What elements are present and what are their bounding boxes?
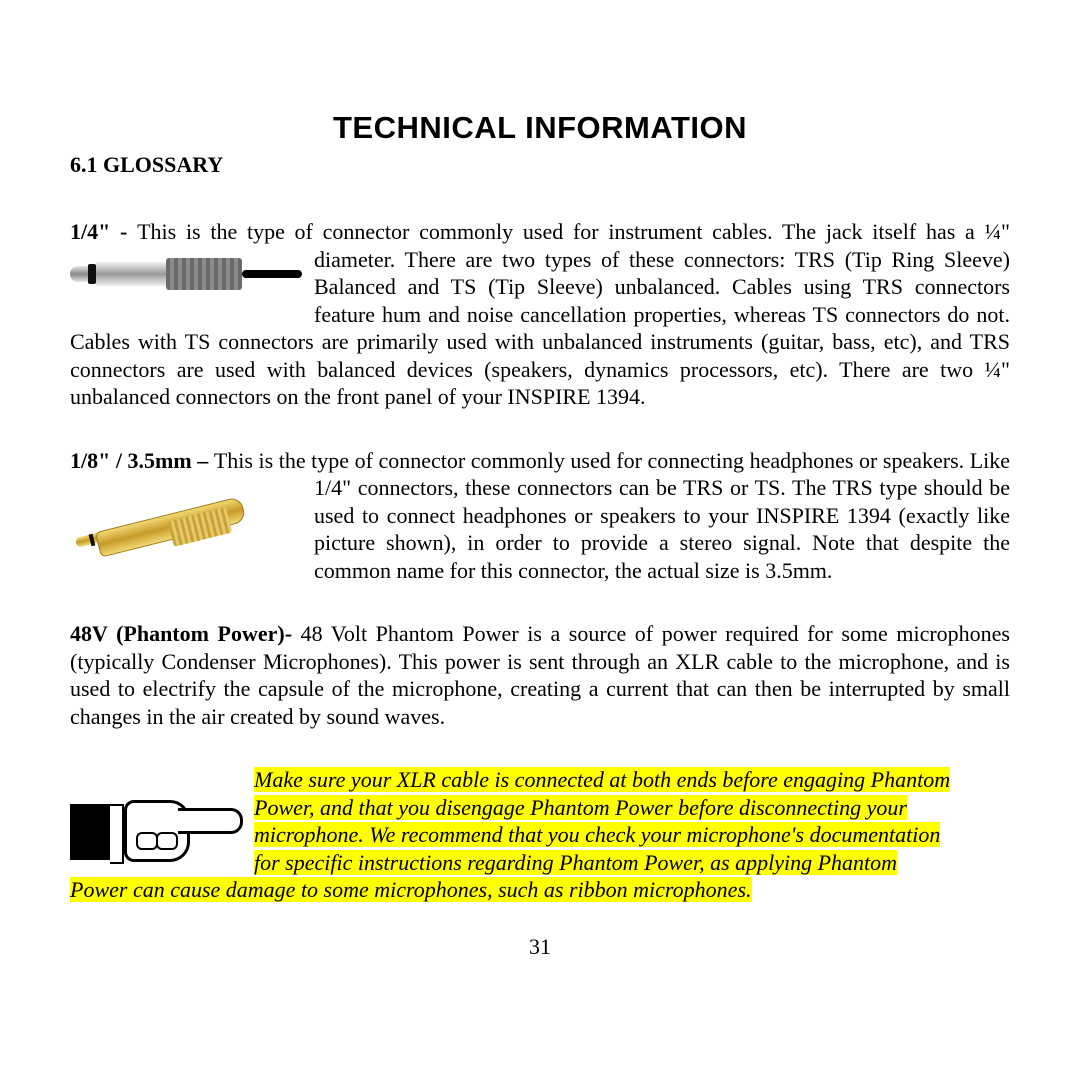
note-line-1: Make sure your XLR cable is connected at… (254, 767, 950, 792)
text-mini-lead: This is the type of connector commonly u… (214, 448, 883, 473)
pointing-hand-icon (70, 772, 240, 862)
page-title: TECHNICAL INFORMATION (70, 110, 1010, 146)
mini-jack-icon (70, 478, 300, 568)
term-quarter: 1/4" - (70, 219, 137, 244)
manual-page: TECHNICAL INFORMATION 6.1 GLOSSARY 1/4" … (0, 0, 1080, 1080)
note-line-5: Power can cause damage to some microphon… (70, 877, 752, 902)
term-phantom: 48V (Phantom Power)- (70, 621, 301, 646)
note-line-3: microphone. We recommend that you check … (254, 822, 940, 847)
page-number: 31 (0, 934, 1080, 960)
text-quarter-lead: This is the type of connector commonly u… (137, 219, 1010, 244)
section-heading: 6.1 GLOSSARY (70, 152, 1010, 178)
glossary-entry-mini: 1/8" / 3.5mm – This is the type of conne… (70, 447, 1010, 585)
glossary-entry-phantom: 48V (Phantom Power)- 48 Volt Phantom Pow… (70, 620, 1010, 730)
glossary-entry-quarter: 1/4" - This is the type of connector com… (70, 218, 1010, 411)
quarter-inch-jack-icon (70, 250, 300, 298)
note-line-2: Power, and that you disengage Phantom Po… (254, 795, 907, 820)
warning-note: Make sure your XLR cable is connected at… (70, 766, 1010, 904)
note-line-4: for specific instructions regarding Phan… (254, 850, 897, 875)
term-mini: 1/8" / 3.5mm – (70, 448, 214, 473)
